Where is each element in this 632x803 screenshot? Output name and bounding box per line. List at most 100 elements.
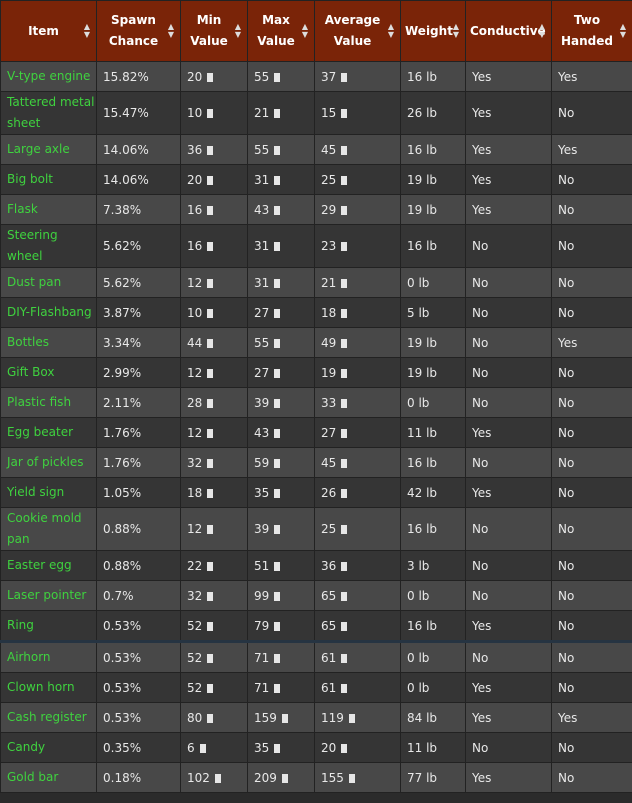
min-value-cell: 20 (180, 164, 248, 195)
average-value-cell: 29 (314, 194, 401, 225)
item-link[interactable]: Tattered metal sheet (7, 95, 95, 130)
table-row: Laser pointer 0.7% 32 99 65 0 lb No No (0, 580, 632, 611)
credits-icon (207, 72, 214, 82)
item-name-cell[interactable]: Easter egg (0, 550, 97, 581)
conductive-cell: Yes (465, 61, 552, 92)
item-link[interactable]: Laser pointer (7, 588, 87, 602)
item-link[interactable]: Steering wheel (7, 228, 58, 263)
credits-icon (274, 308, 281, 318)
item-name-cell[interactable]: Ring (0, 610, 97, 642)
spawn-chance-cell: 0.88% (96, 507, 181, 551)
sort-arrows-icon[interactable]: ▲ ▼ (619, 22, 626, 39)
column-header-two-handed[interactable]: Two Handed ▲ ▼ (551, 0, 632, 62)
item-link[interactable]: Large axle (7, 142, 70, 156)
cell-value: 15.82% (103, 69, 149, 84)
weight-cell: 0 lb (400, 640, 466, 673)
item-link[interactable]: Airhorn (7, 650, 51, 664)
cell-value: 10 (187, 106, 203, 120)
item-name-cell[interactable]: Cookie mold pan (0, 507, 97, 551)
item-link[interactable]: Dust pan (7, 275, 62, 289)
column-header-average-value[interactable]: Average Value ▲ ▼ (314, 0, 401, 62)
item-name-cell[interactable]: Tattered metal sheet (0, 91, 97, 135)
item-name-cell[interactable]: Cash register (0, 702, 97, 733)
item-name-cell[interactable]: DIY-Flashbang (0, 297, 97, 328)
item-name-cell[interactable]: V-type engine (0, 61, 97, 92)
item-link[interactable]: Ring (7, 618, 34, 632)
item-name-cell[interactable]: Large axle (0, 134, 97, 165)
item-name-cell[interactable]: Yield sign (0, 477, 97, 508)
column-header-item[interactable]: Item ▲ ▼ (0, 0, 97, 62)
credits-icon (274, 743, 281, 753)
column-header-spawn-chance[interactable]: Spawn Chance ▲ ▼ (96, 0, 181, 62)
cell-value: 5.62% (103, 275, 142, 290)
item-link[interactable]: Easter egg (7, 558, 72, 572)
item-link[interactable]: Gift Box (7, 365, 55, 379)
item-link[interactable]: V-type engine (7, 69, 91, 83)
item-name-cell[interactable]: Big bolt (0, 164, 97, 195)
sort-arrows-icon[interactable]: ▲ ▼ (83, 22, 90, 39)
item-name-cell[interactable]: Candy (0, 732, 97, 763)
table-row: Dust pan 5.62% 12 31 21 0 lb No No (0, 267, 632, 298)
item-name-cell[interactable]: Gift Box (0, 357, 97, 388)
table-row: Gift Box 2.99% 12 27 19 19 lb No No (0, 357, 632, 388)
item-name-cell[interactable]: Clown horn (0, 672, 97, 703)
cell-value: No (472, 305, 489, 320)
spawn-chance-cell: 0.7% (96, 580, 181, 611)
item-link[interactable]: Candy (7, 740, 46, 754)
cell-value: 16 lb (407, 142, 438, 157)
spawn-chance-cell: 7.38% (96, 194, 181, 225)
column-header-max-value[interactable]: Max Value ▲ ▼ (247, 0, 315, 62)
item-name-cell[interactable]: Jar of pickles (0, 447, 97, 478)
item-link[interactable]: Plastic fish (7, 395, 72, 409)
column-header-label: Item (28, 23, 59, 38)
max-value-cell: 55 (247, 61, 315, 92)
column-header-weight[interactable]: Weight ▲ ▼ (400, 0, 466, 62)
item-link[interactable]: DIY-Flashbang (7, 305, 92, 319)
column-header-conductive[interactable]: Conductive ▲ ▼ (465, 0, 552, 62)
cell-value: 209 (254, 770, 277, 785)
sort-arrows-icon[interactable]: ▲ ▼ (167, 22, 174, 39)
item-link[interactable]: Cash register (7, 710, 87, 724)
sort-arrows-icon[interactable]: ▲ ▼ (538, 22, 545, 39)
item-name-cell[interactable]: Bottles (0, 327, 97, 358)
credits-icon (274, 205, 281, 215)
item-name-cell[interactable]: Airhorn (0, 640, 97, 673)
cell-value: No (472, 588, 489, 603)
cell-value: No (558, 106, 575, 120)
item-name-cell[interactable]: Egg beater (0, 417, 97, 448)
cell-value: 0.18% (103, 770, 142, 785)
two-handed-cell: Yes (551, 327, 632, 358)
sort-arrows-icon[interactable]: ▲ ▼ (301, 22, 308, 39)
weight-cell: 0 lb (400, 267, 466, 298)
credits-icon (274, 145, 281, 155)
cell-value: 1.76% (103, 425, 142, 440)
item-link[interactable]: Clown horn (7, 680, 75, 694)
item-link[interactable]: Egg beater (7, 425, 74, 439)
item-link[interactable]: Flask (7, 202, 38, 216)
sort-arrows-icon[interactable]: ▲ ▼ (234, 22, 241, 39)
item-name-cell[interactable]: Steering wheel (0, 224, 97, 268)
item-link[interactable]: Jar of pickles (7, 455, 84, 469)
cell-value: 0.53% (103, 650, 142, 665)
item-name-cell[interactable]: Laser pointer (0, 580, 97, 611)
item-link[interactable]: Big bolt (7, 172, 53, 186)
item-name-cell[interactable]: Flask (0, 194, 97, 225)
cell-value: No (472, 740, 489, 755)
cell-value: No (472, 558, 489, 573)
item-name-cell[interactable]: Gold bar (0, 762, 97, 793)
item-name-cell[interactable]: Plastic fish (0, 387, 97, 418)
item-link[interactable]: Yield sign (7, 485, 65, 499)
cell-value: 3.34% (103, 335, 142, 350)
item-name-cell[interactable]: Dust pan (0, 267, 97, 298)
spawn-chance-cell: 3.34% (96, 327, 181, 358)
item-link[interactable]: Cookie mold pan (7, 511, 82, 546)
column-header-min-value[interactable]: Min Value ▲ ▼ (180, 0, 248, 62)
sort-arrows-icon[interactable]: ▲ ▼ (387, 22, 394, 39)
item-link[interactable]: Gold bar (7, 770, 59, 784)
cell-value: Yes (472, 142, 492, 157)
item-link[interactable]: Bottles (7, 335, 49, 349)
sort-arrows-icon[interactable]: ▲ ▼ (452, 22, 459, 39)
credits-icon (341, 621, 348, 631)
cell-value: No (558, 588, 575, 603)
credits-icon (274, 591, 281, 601)
